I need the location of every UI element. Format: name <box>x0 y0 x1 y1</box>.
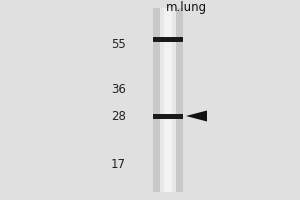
Bar <box>153 114 183 118</box>
Bar <box>164 8 172 192</box>
Polygon shape <box>186 110 207 122</box>
Text: m.lung: m.lung <box>165 1 207 14</box>
Text: 55: 55 <box>111 38 126 50</box>
Text: 17: 17 <box>111 158 126 170</box>
Text: 28: 28 <box>111 110 126 122</box>
Bar <box>153 37 183 42</box>
Text: 36: 36 <box>111 83 126 96</box>
Bar <box>153 8 183 192</box>
Bar <box>160 8 176 192</box>
